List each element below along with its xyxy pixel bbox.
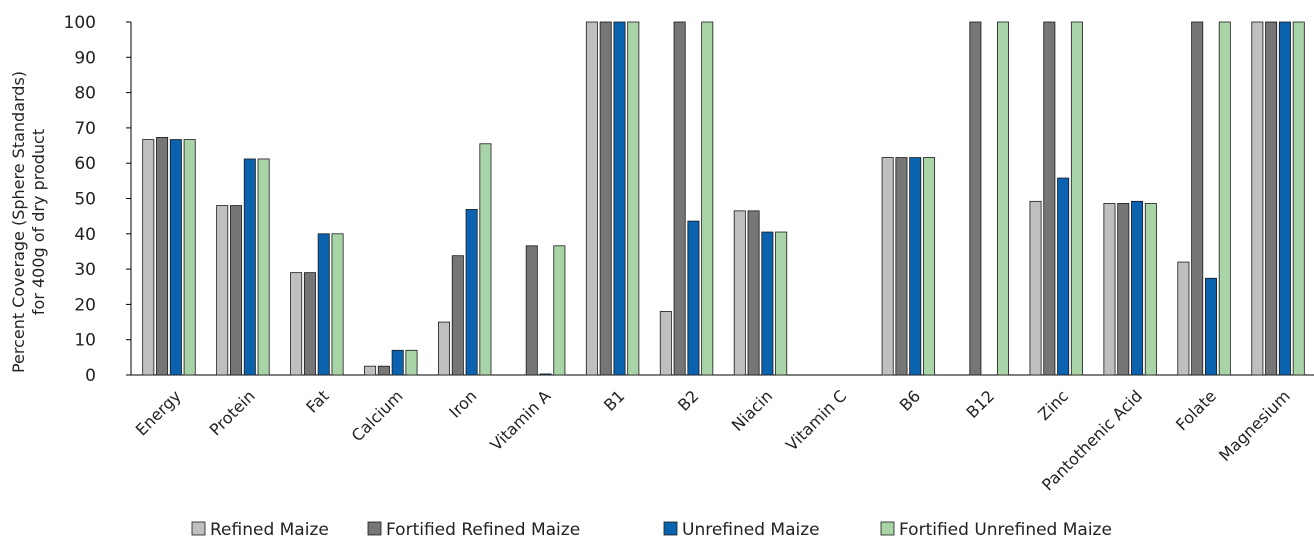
bar [1070,21,1083,376]
bar [525,245,538,376]
legend-swatch [367,521,382,536]
y-tick-label: 20 [74,295,96,315]
x-tick-label: B12 [963,386,999,422]
legend-label: Unrefined Maize [682,520,820,540]
y-axis-title-line: for 400g of dry product [29,129,48,315]
bar [243,158,256,376]
x-tick-label: B6 [896,386,924,414]
x-tick-label: Calcium [348,386,407,445]
y-tick-label: 0 [85,366,96,386]
y-tick-label: 90 [74,48,96,68]
y-tick-label: 10 [74,331,96,351]
y-tick-label: 100 [64,13,96,33]
bar [364,365,377,376]
y-axis-title-line: Percent Coverage (Sphere Standards) [9,71,28,373]
x-tick-label: Folate [1172,386,1220,434]
bar [331,233,344,376]
legend-label: Fortified Refined Maize [386,520,580,540]
x-tick-label: Energy [132,386,185,439]
bar [761,231,774,376]
x-tick-label: Vitamin C [782,386,850,454]
legend-swatch [880,521,895,536]
bar [303,272,316,376]
bar [216,205,229,376]
y-tick-label: 70 [74,119,96,139]
y-tick-label: 30 [74,260,96,280]
bar [539,373,552,376]
bar [391,349,404,376]
y-tick-label: 80 [74,84,96,104]
bar [451,255,464,376]
x-tick-label: Fat [302,386,332,416]
bar [553,245,566,376]
bar [585,21,598,376]
bar [1177,261,1190,376]
y-tick-label: 50 [74,190,96,210]
bar [1204,277,1217,376]
x-tick-label: B2 [674,386,702,414]
bar [627,21,640,376]
bar [1043,21,1056,376]
bar [1251,21,1264,376]
bar [923,157,936,376]
bar [257,158,270,376]
bar [881,157,894,376]
bar [1117,203,1130,376]
bar [169,139,182,376]
bar [465,209,478,376]
bar [775,231,788,376]
bar [377,365,390,376]
bar [230,205,243,376]
bar [996,21,1009,376]
bar [1265,21,1278,376]
x-tick-label: Vitamin A [486,386,554,454]
bar [1292,21,1305,376]
bar [183,139,196,376]
bar [438,321,451,376]
bar [317,233,330,376]
legend-swatch [663,521,678,536]
legend-swatch [191,521,206,536]
bar [969,21,982,376]
bar [659,311,672,376]
bar [701,21,714,376]
bar [895,157,908,376]
y-tick-label: 40 [74,225,96,245]
bar [405,349,418,376]
bar [1191,21,1204,376]
legend-label: Refined Maize [210,520,329,540]
bar [1103,203,1116,376]
bar [1218,21,1231,376]
bar [747,210,760,376]
x-tick-label: B1 [600,386,628,414]
bar [1057,177,1070,376]
y-axis-title: Percent Coverage (Sphere Standards)for 4… [9,71,48,373]
bar [1144,203,1157,376]
bar [142,139,155,376]
x-tick-label: Zinc [1034,386,1072,424]
bar [1029,200,1042,376]
bar [909,157,922,376]
bar [290,272,303,376]
bar [613,21,626,376]
bar [673,21,686,376]
x-tick-label: Protein [206,386,259,439]
bar [1131,200,1144,376]
y-tick-label: 60 [74,154,96,174]
x-tick-label: Niacin [728,386,777,435]
bar [479,143,492,376]
bar [687,220,700,376]
bar [599,21,612,376]
bar [156,137,169,376]
x-tick-label: Iron [445,386,480,421]
x-tick-label: Magnesium [1215,386,1294,465]
bar [733,210,746,376]
legend-label: Fortified Unrefined Maize [899,520,1112,540]
bar [1278,21,1291,376]
